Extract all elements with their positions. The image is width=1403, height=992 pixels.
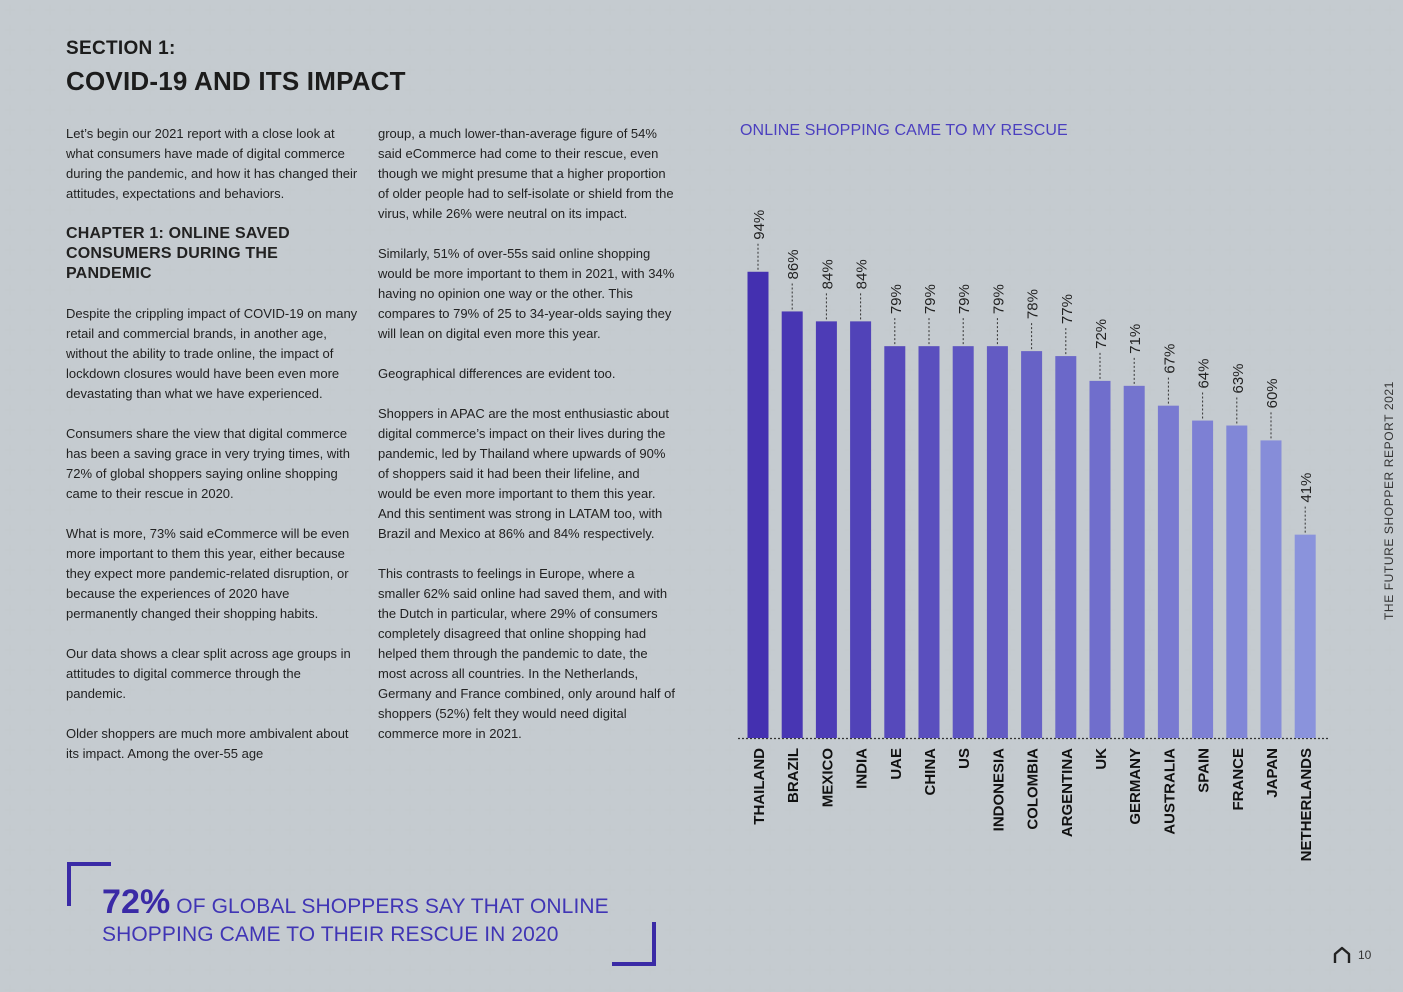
quote-bracket-bottom-right <box>612 922 656 966</box>
bar <box>850 321 872 738</box>
category-label: MEXICO <box>819 748 836 808</box>
category-label: FRANCE <box>1230 748 1247 811</box>
bar <box>1294 534 1316 738</box>
text-column-2: group, a much lower-than-average figure … <box>378 124 676 764</box>
pull-quote: 72% OF GLOBAL SHOPPERS SAY THAT ONLINE S… <box>102 885 642 949</box>
bar <box>1123 385 1145 738</box>
category-label: AUSTRALIA <box>1161 748 1178 835</box>
data-label: 94% <box>751 210 768 240</box>
category-label: NETHERLANDS <box>1298 748 1315 861</box>
data-label: 41% <box>1298 473 1315 503</box>
pull-quote-text: OF GLOBAL SHOPPERS SAY THAT ONLINE SHOPP… <box>102 895 609 946</box>
data-label: 60% <box>1264 378 1281 408</box>
data-label: 84% <box>819 259 836 289</box>
paragraph: Older shoppers are much more ambivalent … <box>66 726 349 761</box>
paragraph: This contrasts to feelings in Europe, wh… <box>378 566 676 741</box>
chapter-heading: CHAPTER 1: ONLINE SAVED CONSUMERS DURING… <box>66 225 290 282</box>
paragraph: Shoppers in APAC are the most enthusiast… <box>378 406 669 541</box>
bar <box>1089 380 1111 738</box>
paragraph: Let’s begin our 2021 report with a close… <box>66 126 358 201</box>
paragraph: What is more, 73% said eCommerce will be… <box>66 526 350 621</box>
bar <box>952 346 974 738</box>
data-label: 79% <box>922 284 939 314</box>
text-column-1: Let’s begin our 2021 report with a close… <box>66 124 362 784</box>
pull-quote-stat: 72% <box>102 883 171 921</box>
section-title: COVID-19 AND ITS IMPACT <box>66 66 406 96</box>
bar <box>1157 405 1179 738</box>
section-label: SECTION 1: <box>66 38 176 59</box>
category-label: SPAIN <box>1196 748 1213 793</box>
data-label: 79% <box>888 284 905 314</box>
paragraph: Our data shows a clear split across age … <box>66 646 351 701</box>
data-label: 79% <box>990 284 1007 314</box>
data-label: 67% <box>1161 344 1178 374</box>
category-label: INDIA <box>854 748 871 789</box>
page-footer: 10 <box>1332 946 1371 964</box>
bar <box>918 346 940 738</box>
paragraph: Similarly, 51% of over-55s said online s… <box>378 246 675 341</box>
category-label: GERMANY <box>1127 748 1144 825</box>
category-label: US <box>956 748 973 769</box>
bar <box>1260 440 1282 738</box>
report-side-label: THE FUTURE SHOPPER REPORT 2021 <box>1382 381 1396 620</box>
quote-bracket-top-left <box>67 862 111 906</box>
data-label: 78% <box>1025 289 1042 319</box>
data-label: 77% <box>1059 294 1076 324</box>
bar <box>747 271 769 738</box>
bar <box>884 346 906 738</box>
paragraph: group, a much lower-than-average figure … <box>378 126 674 221</box>
bar <box>1055 356 1077 738</box>
data-label: 63% <box>1230 363 1247 393</box>
bar <box>1021 351 1043 738</box>
category-label: CHINA <box>922 748 939 796</box>
bar <box>781 311 803 738</box>
category-label: INDONESIA <box>990 748 1007 832</box>
category-label: ARGENTINA <box>1059 748 1076 837</box>
category-label: BRAZIL <box>785 748 802 803</box>
paragraph: Consumers share the view that digital co… <box>66 426 350 501</box>
category-label: UAE <box>888 748 905 780</box>
data-label: 64% <box>1196 359 1213 389</box>
bar <box>1192 420 1214 738</box>
bar <box>815 321 837 738</box>
bar <box>986 346 1008 738</box>
data-label: 71% <box>1127 324 1144 354</box>
category-label: JAPAN <box>1264 748 1281 798</box>
category-label: COLOMBIA <box>1025 748 1042 830</box>
paragraph: Geographical differences are evident too… <box>378 366 616 381</box>
home-icon <box>1333 946 1351 963</box>
category-label: THAILAND <box>751 748 768 825</box>
category-label: UK <box>1093 748 1110 770</box>
bar-chart: 94% THAILAND 86% BRAZIL 84% MEXICO 84% INDIA 79%… <box>738 210 1330 861</box>
data-label: 79% <box>956 284 973 314</box>
data-label: 84% <box>854 259 871 289</box>
paragraph: Despite the crippling impact of COVID-19… <box>66 306 358 401</box>
bar <box>1226 425 1248 738</box>
data-label: 86% <box>785 249 802 279</box>
page-number: 10 <box>1358 948 1372 962</box>
data-label: 72% <box>1093 319 1110 349</box>
chart-title: ONLINE SHOPPING CAME TO MY RESCUE <box>740 122 1068 139</box>
